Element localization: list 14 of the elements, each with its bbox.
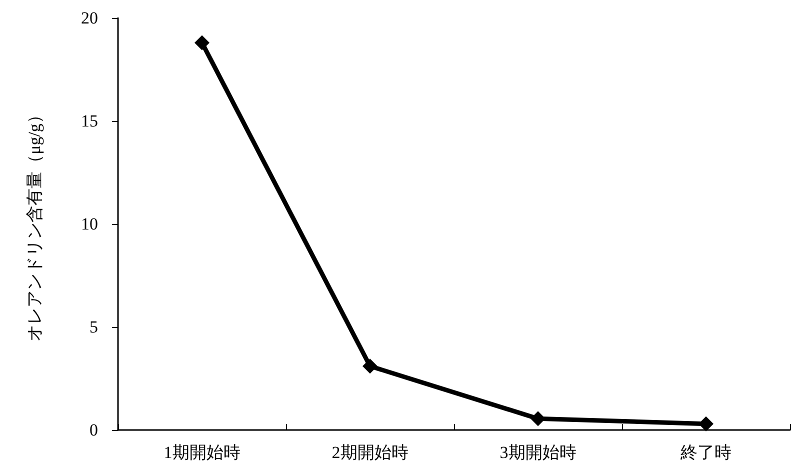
point <box>530 411 546 426</box>
x-tick-label: 3期開始時 <box>500 443 576 462</box>
y-tick-label: 0 <box>90 420 98 440</box>
y-axis-title: オレアンドリン含有量（μg/g） <box>25 106 44 342</box>
point <box>194 35 210 50</box>
point <box>362 358 378 374</box>
x-tick-label: 1期開始時 <box>164 443 240 462</box>
x-tick-label: 終了時 <box>680 443 732 462</box>
y-tick-label: 10 <box>81 214 98 234</box>
y-tick-label: 5 <box>90 318 98 336</box>
x-tick-label: 2期開始時 <box>332 443 408 462</box>
y-tick-label: 20 <box>81 8 98 28</box>
point <box>698 416 714 432</box>
y-tick-label: 15 <box>81 112 98 130</box>
